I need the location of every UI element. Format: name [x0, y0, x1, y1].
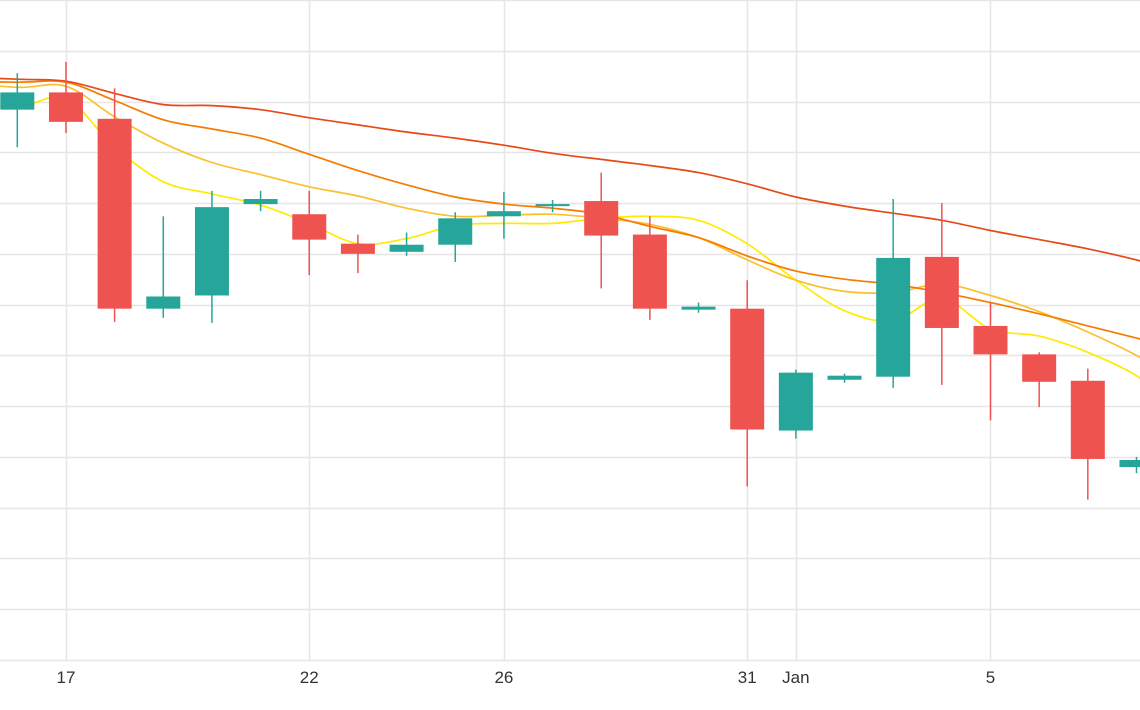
x-tick-label: 17 — [56, 668, 75, 687]
candle-body — [389, 244, 424, 252]
candle-body — [97, 118, 132, 309]
x-tick-label: 5 — [986, 668, 995, 687]
moving-average-line — [0, 80, 1140, 340]
candle — [535, 200, 570, 213]
candle — [97, 88, 132, 322]
candle-body — [340, 243, 375, 254]
candles — [0, 61, 1140, 500]
candle — [827, 373, 862, 383]
candle-body — [535, 204, 570, 207]
candle — [730, 280, 765, 487]
moving-average-line — [0, 77, 1140, 262]
candle — [876, 199, 911, 388]
candle-body — [924, 256, 959, 328]
candle — [389, 232, 424, 256]
candle-body — [146, 296, 181, 309]
candle-body — [681, 306, 716, 310]
candle-body — [827, 375, 862, 380]
candle-body — [0, 92, 35, 110]
candle — [486, 191, 521, 239]
candle — [194, 190, 229, 323]
candle-body — [292, 214, 327, 240]
candle-body — [973, 325, 1008, 355]
x-tick-label: 31 — [738, 668, 757, 687]
candle — [924, 203, 959, 385]
candle-body — [194, 207, 229, 296]
candle — [0, 73, 35, 148]
candle — [973, 302, 1008, 421]
moving-average-line — [0, 95, 1140, 380]
candle-body — [243, 199, 278, 205]
candle-body — [876, 257, 911, 377]
candle-body — [730, 308, 765, 430]
candle-body — [48, 92, 83, 122]
candle — [438, 212, 473, 262]
candle-body — [1070, 380, 1105, 459]
moving-average-lines — [0, 77, 1140, 380]
grid-lines — [0, 0, 1140, 662]
candle — [778, 369, 813, 439]
x-tick-label: Jan — [782, 668, 809, 687]
candle — [340, 234, 375, 274]
candle-body — [1119, 459, 1140, 468]
x-tick-label: 26 — [494, 668, 513, 687]
candle — [1022, 352, 1057, 408]
x-tick-label: 22 — [300, 668, 319, 687]
candle-body — [584, 201, 619, 236]
candle — [1119, 456, 1140, 474]
moving-average-line — [0, 83, 1140, 359]
candle-body — [778, 372, 813, 431]
candle — [243, 190, 278, 212]
x-axis: 17222631Jan59 — [56, 668, 995, 687]
candle — [292, 190, 327, 276]
candle — [632, 216, 667, 320]
candle — [681, 302, 716, 313]
candle-body — [1022, 354, 1057, 382]
candle-body — [486, 211, 521, 217]
candle — [584, 172, 619, 289]
candle — [1070, 368, 1105, 500]
candle-body — [632, 234, 667, 309]
candle — [48, 61, 83, 134]
candle — [146, 216, 181, 318]
candle-body — [438, 218, 473, 245]
